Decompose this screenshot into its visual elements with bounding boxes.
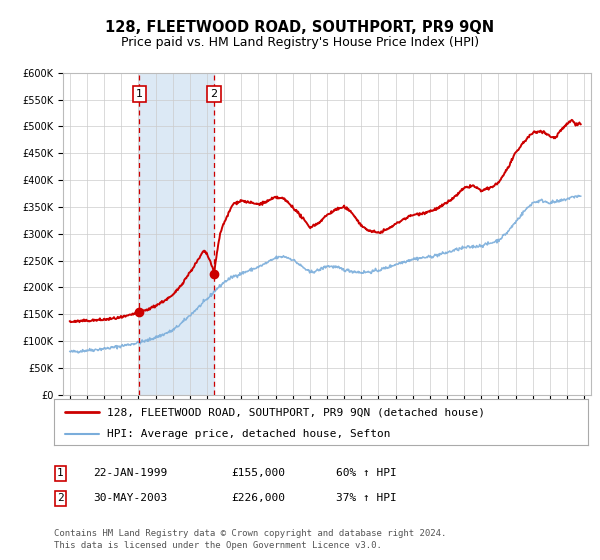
Text: HPI: Average price, detached house, Sefton: HPI: Average price, detached house, Seft…	[107, 429, 391, 439]
Bar	[139, 73, 214, 395]
Text: 1: 1	[57, 468, 64, 478]
Text: 2: 2	[211, 88, 218, 99]
Text: 2: 2	[57, 493, 64, 503]
Text: 128, FLEETWOOD ROAD, SOUTHPORT, PR9 9QN (detached house): 128, FLEETWOOD ROAD, SOUTHPORT, PR9 9QN …	[107, 407, 485, 417]
Text: £226,000: £226,000	[231, 493, 285, 503]
Text: 1: 1	[136, 88, 143, 99]
Text: 30-MAY-2003: 30-MAY-2003	[93, 493, 167, 503]
Text: Contains HM Land Registry data © Crown copyright and database right 2024.
This d: Contains HM Land Registry data © Crown c…	[54, 529, 446, 550]
Text: 22-JAN-1999: 22-JAN-1999	[93, 468, 167, 478]
Text: 37% ↑ HPI: 37% ↑ HPI	[336, 493, 397, 503]
Text: £155,000: £155,000	[231, 468, 285, 478]
Text: 128, FLEETWOOD ROAD, SOUTHPORT, PR9 9QN: 128, FLEETWOOD ROAD, SOUTHPORT, PR9 9QN	[106, 20, 494, 35]
Text: 60% ↑ HPI: 60% ↑ HPI	[336, 468, 397, 478]
Text: Price paid vs. HM Land Registry's House Price Index (HPI): Price paid vs. HM Land Registry's House …	[121, 36, 479, 49]
